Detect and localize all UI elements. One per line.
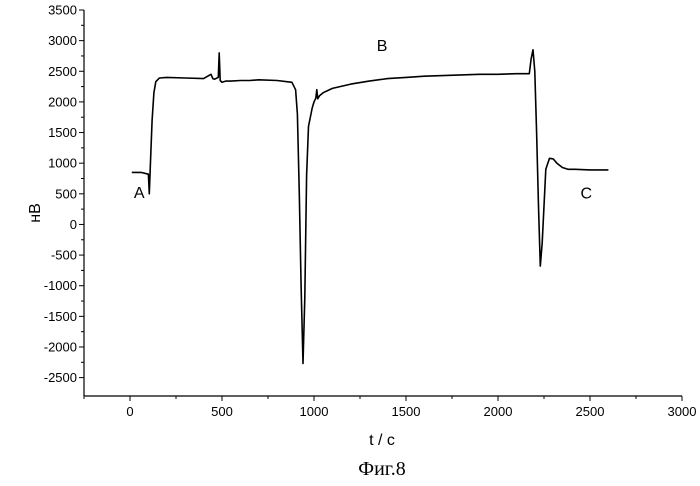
x-tick-label: 500	[211, 404, 233, 419]
ticks: -2500 -2000 -1500 -1000 -500 0 500 1000 1500 2000…	[44, 3, 697, 420]
x-tick-label: 1500	[392, 404, 421, 419]
annotation-label: C	[581, 186, 593, 203]
y-tick-label: -2000	[44, 339, 77, 354]
x-tick-label: 0	[126, 404, 133, 419]
y-tick-label: 2500	[48, 64, 77, 79]
y-tick-label: 500	[55, 186, 77, 201]
x-tick-label: 1000	[300, 404, 329, 419]
x-axis-title: t / c	[369, 432, 395, 449]
y-tick-label: 3500	[48, 3, 77, 18]
x-tick-label: 2500	[576, 404, 605, 419]
y-tick-label: 3000	[48, 33, 77, 48]
y-tick-label: -2500	[44, 370, 77, 385]
series	[132, 50, 609, 364]
y-tick-label: 1500	[48, 125, 77, 140]
annotation-label: A	[134, 185, 145, 202]
figure-caption: Фиг.8	[358, 458, 405, 480]
x-tick-label: 2000	[484, 404, 513, 419]
y-tick-label: 0	[70, 217, 77, 232]
x-tick-label: 3000	[668, 404, 697, 419]
y-tick-label: -1500	[44, 309, 77, 324]
y-tick-label: -500	[51, 248, 77, 263]
y-axis-title: нВ	[27, 203, 44, 223]
y-tick-label: 2000	[48, 94, 77, 109]
annotation-label: B	[377, 38, 388, 55]
annotations: A B C	[134, 38, 592, 203]
y-tick-label: 1000	[48, 156, 77, 171]
y-tick-label: -1000	[44, 278, 77, 293]
series-line	[132, 50, 609, 364]
axes	[84, 10, 682, 396]
